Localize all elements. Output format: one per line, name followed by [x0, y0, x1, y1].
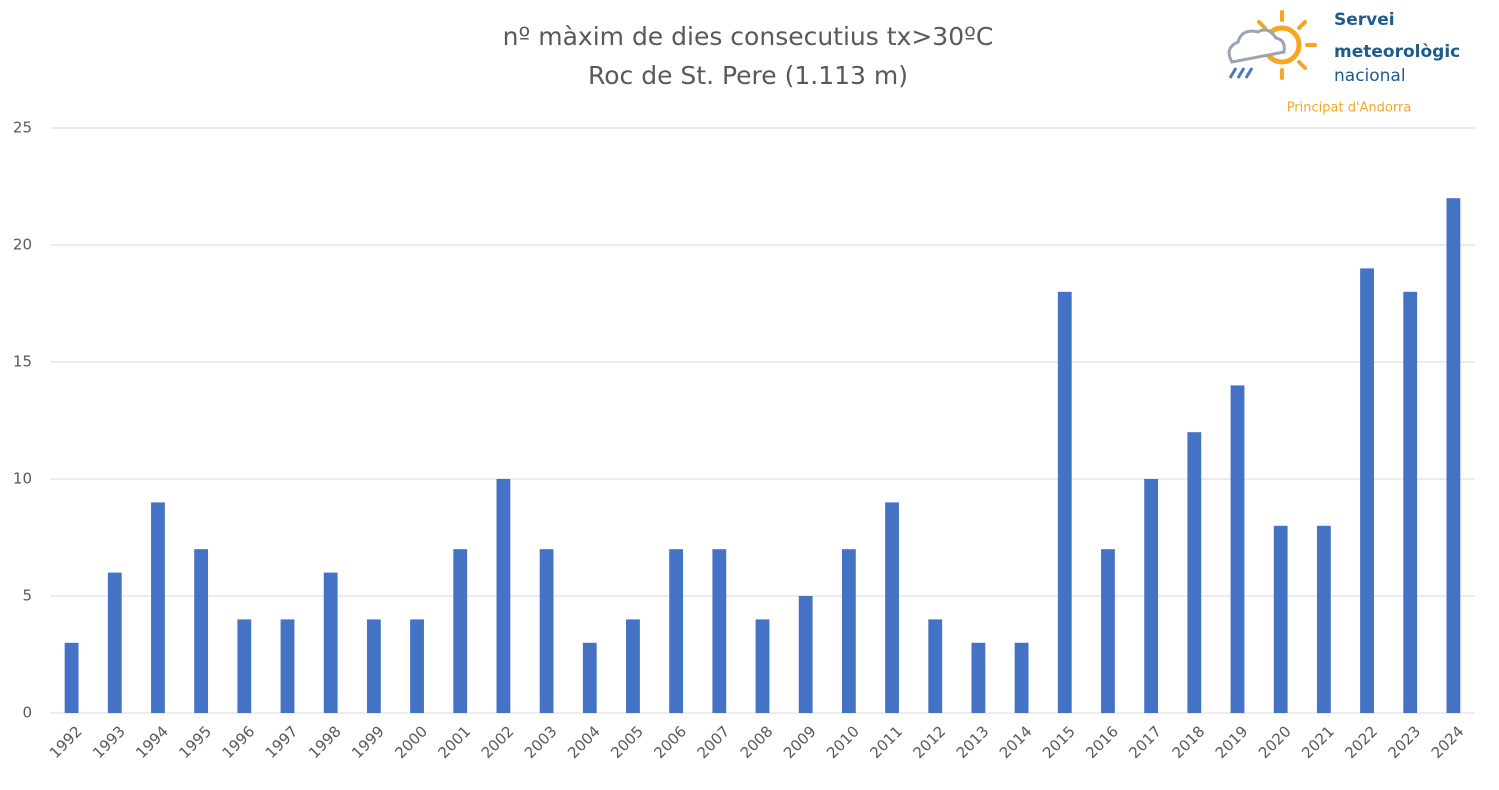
- bar: [453, 549, 468, 713]
- chart-subtitle: Roc de St. Pere (1.113 m): [588, 61, 908, 90]
- logo-text: nacional: [1334, 66, 1406, 86]
- bar: [280, 619, 295, 713]
- logo-caption: Principat d'Andorra: [1287, 101, 1412, 116]
- logo-rays: [1257, 10, 1317, 80]
- y-tick-label: 15: [13, 353, 32, 371]
- bar: [410, 619, 424, 713]
- bar: [1187, 432, 1202, 713]
- bar: [798, 596, 813, 713]
- bar: [64, 642, 79, 713]
- chart-title: nº màxim de dies consecutius tx>30ºC: [503, 22, 994, 51]
- bar: [323, 572, 338, 713]
- bar: [971, 642, 986, 713]
- bar: [841, 549, 856, 713]
- bar: [1403, 291, 1418, 713]
- bar: [151, 502, 165, 713]
- y-tick-label: 0: [22, 704, 32, 722]
- logo: Servei meteorològic nacional Principat d…: [1227, 10, 1460, 116]
- bar: [1360, 268, 1374, 713]
- bar: [1316, 525, 1331, 713]
- bar: [1057, 291, 1072, 713]
- bar: [539, 549, 554, 713]
- bar: [1101, 549, 1115, 713]
- bar: [194, 549, 209, 713]
- bar: [237, 619, 252, 713]
- logo-text: Servei: [1334, 10, 1395, 30]
- bar: [1273, 525, 1288, 713]
- bar: [1446, 198, 1461, 713]
- bar: [366, 619, 381, 713]
- y-tick-label: 20: [13, 236, 32, 254]
- bar: [1014, 642, 1029, 713]
- bar: [107, 572, 122, 713]
- y-tick-label: 25: [13, 119, 32, 137]
- bar: [496, 479, 511, 713]
- bar: [582, 642, 597, 713]
- bar: [1144, 479, 1159, 713]
- bar: [928, 619, 943, 713]
- y-tick-label: 10: [13, 470, 32, 488]
- logo-cloud: [1227, 28, 1286, 64]
- bar: [885, 502, 899, 713]
- bar: [1230, 385, 1245, 713]
- bar: [626, 619, 640, 713]
- logo-rain: [1228, 67, 1254, 79]
- bar: [712, 549, 727, 713]
- y-tick-label: 5: [22, 587, 32, 605]
- bar: [755, 619, 770, 713]
- bar: [669, 549, 684, 713]
- logo-text: meteorològic: [1334, 42, 1460, 62]
